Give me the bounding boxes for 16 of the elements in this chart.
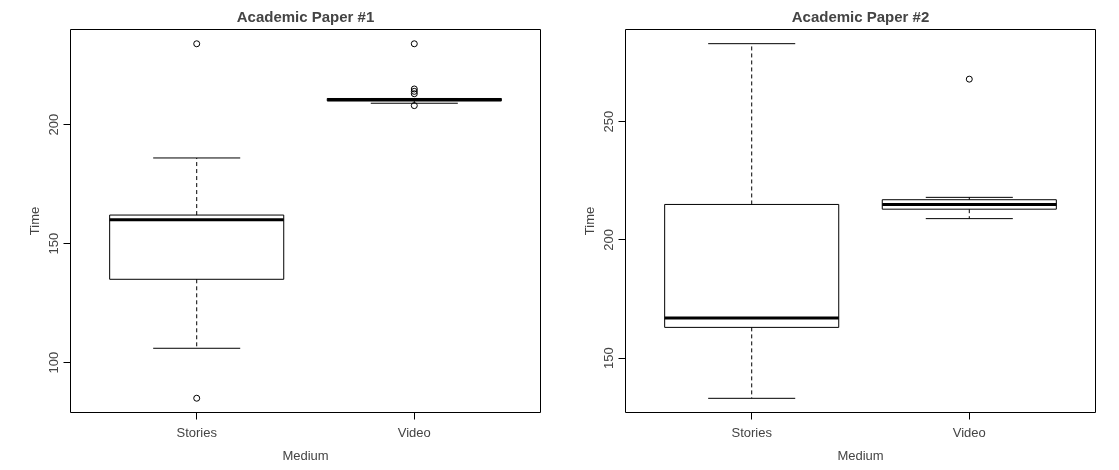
x-tick-label: Video <box>397 424 431 440</box>
y-tick-label: 200 <box>46 113 62 136</box>
y-tick-label: 250 <box>601 110 617 133</box>
y-tick-label: 100 <box>46 351 62 374</box>
chart-title: Academic Paper #1 <box>236 7 375 25</box>
y-tick-label: 200 <box>601 229 617 251</box>
x-axis-title: Medium <box>837 447 884 463</box>
x-tick-label: Stories <box>731 424 773 440</box>
y-axis-title: Time <box>26 206 42 236</box>
y-axis-title: Time <box>581 206 597 236</box>
x-axis-title: Medium <box>282 447 329 463</box>
chart-title: Academic Paper #2 <box>791 7 930 25</box>
y-tick-label: 150 <box>46 232 62 255</box>
x-tick-label: Stories <box>176 424 218 440</box>
x-tick-label: Video <box>952 424 986 440</box>
y-tick-label: 150 <box>601 347 617 369</box>
